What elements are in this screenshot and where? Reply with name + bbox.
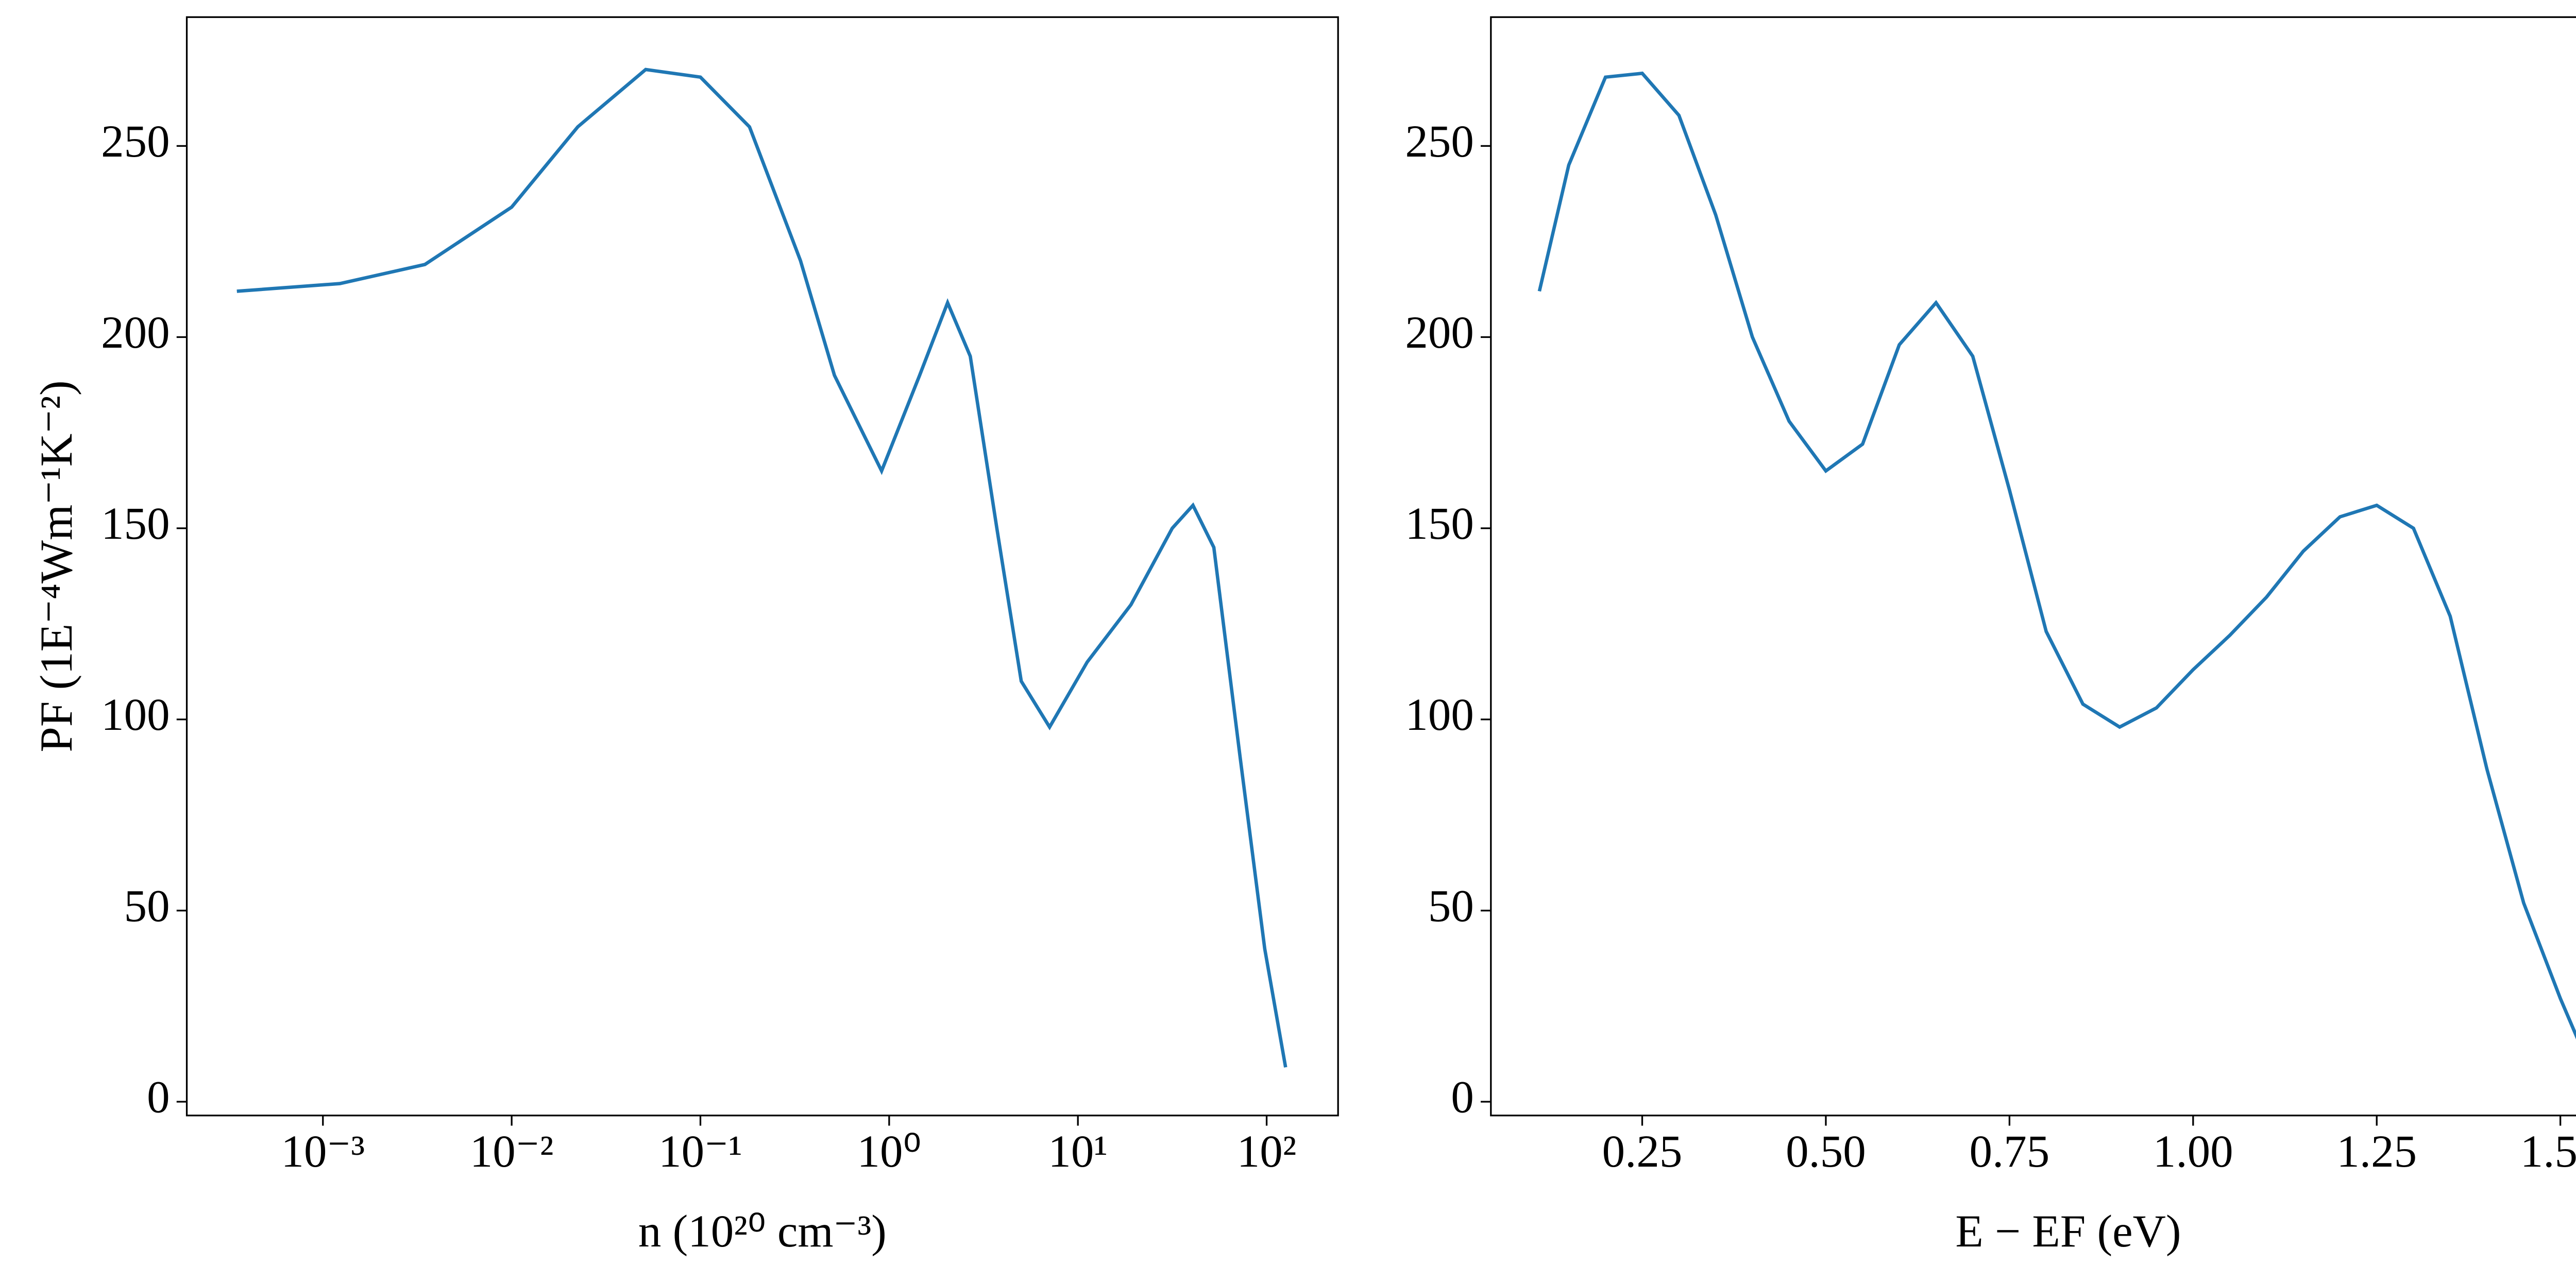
x-tick-label: 1.25	[2336, 1126, 2417, 1177]
y-tick-label: 150	[1405, 499, 1473, 549]
y-tick-label: 200	[101, 307, 170, 358]
x-tick-label: 10²	[1237, 1126, 1297, 1177]
plot-frame	[1490, 16, 2576, 1117]
x-tick-label: 10⁻²	[470, 1126, 554, 1177]
data-line	[236, 67, 1287, 1068]
y-tick-label: 50	[1428, 881, 1474, 931]
y-tick-label: 200	[1405, 307, 1473, 358]
plot-frame	[185, 16, 1339, 1117]
x-tick-label: 10⁻¹	[658, 1126, 742, 1177]
x-tick-label: 1.50	[2520, 1126, 2576, 1177]
y-tick-label: 250	[101, 116, 170, 167]
y-tick-label: 50	[124, 881, 170, 931]
y-tick-label: 100	[1405, 690, 1473, 740]
x-tick-label: 0.50	[1786, 1126, 1866, 1177]
x-axis-label: n (10²⁰ cm⁻³)	[638, 1206, 887, 1257]
x-tick-label: 10⁻³	[281, 1126, 365, 1177]
y-tick-label: 0	[1451, 1072, 1473, 1122]
x-tick-label: 0.75	[1970, 1126, 2050, 1177]
y-tick-label: 150	[101, 499, 170, 549]
x-tick-label: 10⁰	[857, 1126, 922, 1177]
x-axis-label: E − EF (eV)	[1955, 1206, 2181, 1257]
y-tick-label: 100	[101, 690, 170, 740]
data-line	[1537, 71, 2576, 1040]
x-tick-label: 1.00	[2153, 1126, 2233, 1177]
y-tick-label: 250	[1405, 116, 1473, 167]
x-tick-label: 10¹	[1048, 1126, 1108, 1177]
y-tick-label: 0	[147, 1072, 170, 1122]
x-tick-label: 0.25	[1602, 1126, 1683, 1177]
y-axis-label: PF (1E⁻⁴Wm⁻¹K⁻²)	[31, 380, 82, 752]
